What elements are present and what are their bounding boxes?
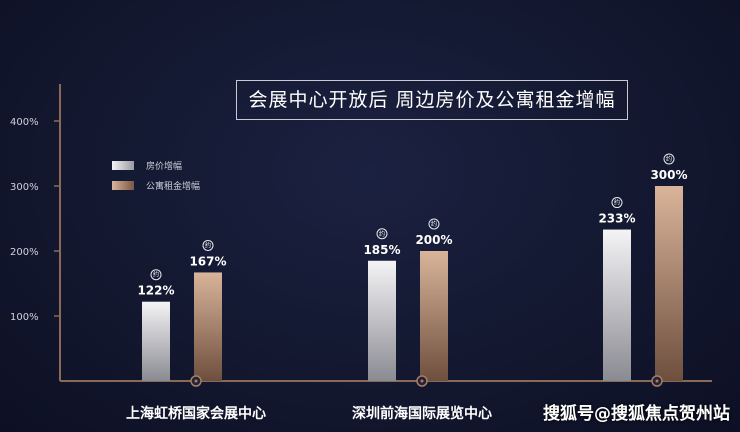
bar-rent	[194, 272, 222, 381]
legend-label-rent: 公寓租金增幅	[146, 181, 201, 192]
bar-price	[142, 301, 170, 381]
legend-item-price: 房价增幅	[112, 158, 182, 172]
badge-icon	[202, 239, 214, 251]
badge-icon	[663, 153, 675, 165]
category-marker-dot	[420, 379, 424, 383]
category-label: 深圳前海国际展览中心	[352, 405, 492, 422]
badge-label: 约	[614, 199, 620, 207]
legend-label-price: 房价增幅	[146, 161, 183, 172]
y-tick-label: 400%	[10, 117, 39, 128]
badge-label: 约	[205, 241, 211, 249]
data-label: 167%	[189, 254, 226, 268]
chart-title: 会展中心开放后 周边房价及公寓租金增幅	[236, 80, 628, 120]
legend-item-rent: 公寓租金增幅	[112, 178, 200, 192]
badge-label: 约	[666, 155, 672, 163]
badge-icon	[150, 269, 162, 281]
y-tick-label: 300%	[10, 182, 39, 193]
y-tick-label: 200%	[10, 247, 39, 258]
legend-swatch-price	[112, 160, 134, 170]
bar-rent	[655, 186, 683, 381]
bar-rent	[420, 251, 448, 381]
category-label: 上海虹桥国家会展中心	[126, 405, 266, 422]
data-label: 185%	[363, 243, 400, 257]
data-label: 233%	[598, 212, 635, 226]
badge-icon	[611, 197, 623, 209]
badge-label: 约	[379, 230, 385, 238]
watermark: 搜狐号@搜狐焦点贺州站	[543, 404, 730, 424]
badge-label: 约	[153, 271, 159, 279]
data-label: 122%	[137, 284, 174, 298]
category-marker-dot	[194, 379, 198, 383]
y-tick-label: 100%	[10, 312, 39, 323]
badge-icon	[376, 228, 388, 240]
badge-icon	[428, 218, 440, 230]
category-marker-dot	[655, 379, 659, 383]
data-label: 200%	[415, 233, 452, 247]
legend-swatch-rent	[112, 180, 134, 190]
bar-price	[603, 229, 631, 381]
data-label: 300%	[650, 168, 687, 182]
badge-label: 约	[431, 220, 437, 228]
bar-price	[368, 260, 396, 381]
